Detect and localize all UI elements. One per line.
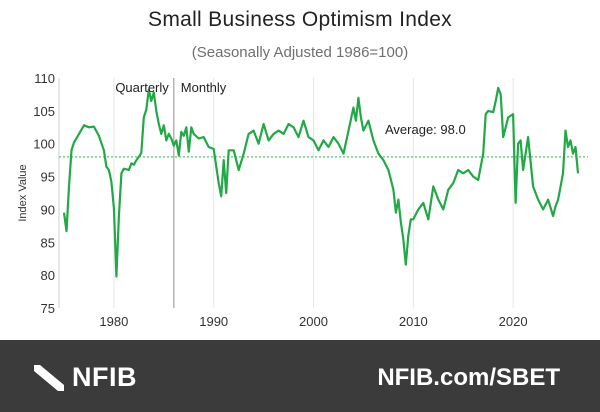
chart-area: Small Business Optimism Index (Seasonall… — [17, 8, 588, 329]
x-tick-label: 1980 — [99, 314, 128, 329]
y-tick-label: 105 — [33, 104, 55, 119]
x-tick-label: 1990 — [199, 314, 228, 329]
y-tick-label: 100 — [33, 137, 55, 152]
brand-name: NFIB — [72, 362, 137, 392]
brand[interactable]: NFIB — [34, 362, 137, 393]
x-tick-label: 2000 — [299, 314, 328, 329]
x-tick-label: 2010 — [399, 314, 428, 329]
y-tick-label: 85 — [41, 235, 55, 250]
series-layer — [62, 86, 580, 278]
quarterly-label: Quarterly — [115, 80, 169, 95]
x-tick-label: 2020 — [499, 314, 528, 329]
grid-layer — [113, 78, 514, 308]
y-tick-label: 110 — [34, 71, 55, 86]
monthly-label: Monthly — [181, 80, 227, 95]
y-tick-label: 95 — [41, 170, 55, 185]
y-tick-label: 80 — [41, 268, 55, 283]
chart-subtitle: (Seasonally Adjusted 1986=100) — [191, 44, 409, 61]
chart-title: Small Business Optimism Index — [148, 8, 452, 31]
nfib-logo-icon — [34, 364, 64, 391]
average-label: Average: 98.0 — [385, 122, 466, 137]
y-tick-label: 75 — [41, 301, 55, 316]
axes-layer: 75 80 85 90 95 100 105 110 1980 1990 2000 2010 2020 I… — [17, 71, 528, 329]
chart-svg: 75 80 85 90 95 100 105 110 1980 1990 2000 2010 2020 I… — [17, 71, 588, 329]
y-axis-label: Index Value — [17, 164, 29, 221]
series-line-0 — [62, 86, 580, 278]
label-layer: Quarterly Monthly Average: 98.0 — [115, 80, 465, 137]
y-tick-label: 90 — [41, 202, 55, 217]
footer-bar: NFIB NFIB.com/SBET — [0, 340, 600, 412]
sbet-link[interactable]: NFIB.com/SBET — [377, 364, 560, 391]
